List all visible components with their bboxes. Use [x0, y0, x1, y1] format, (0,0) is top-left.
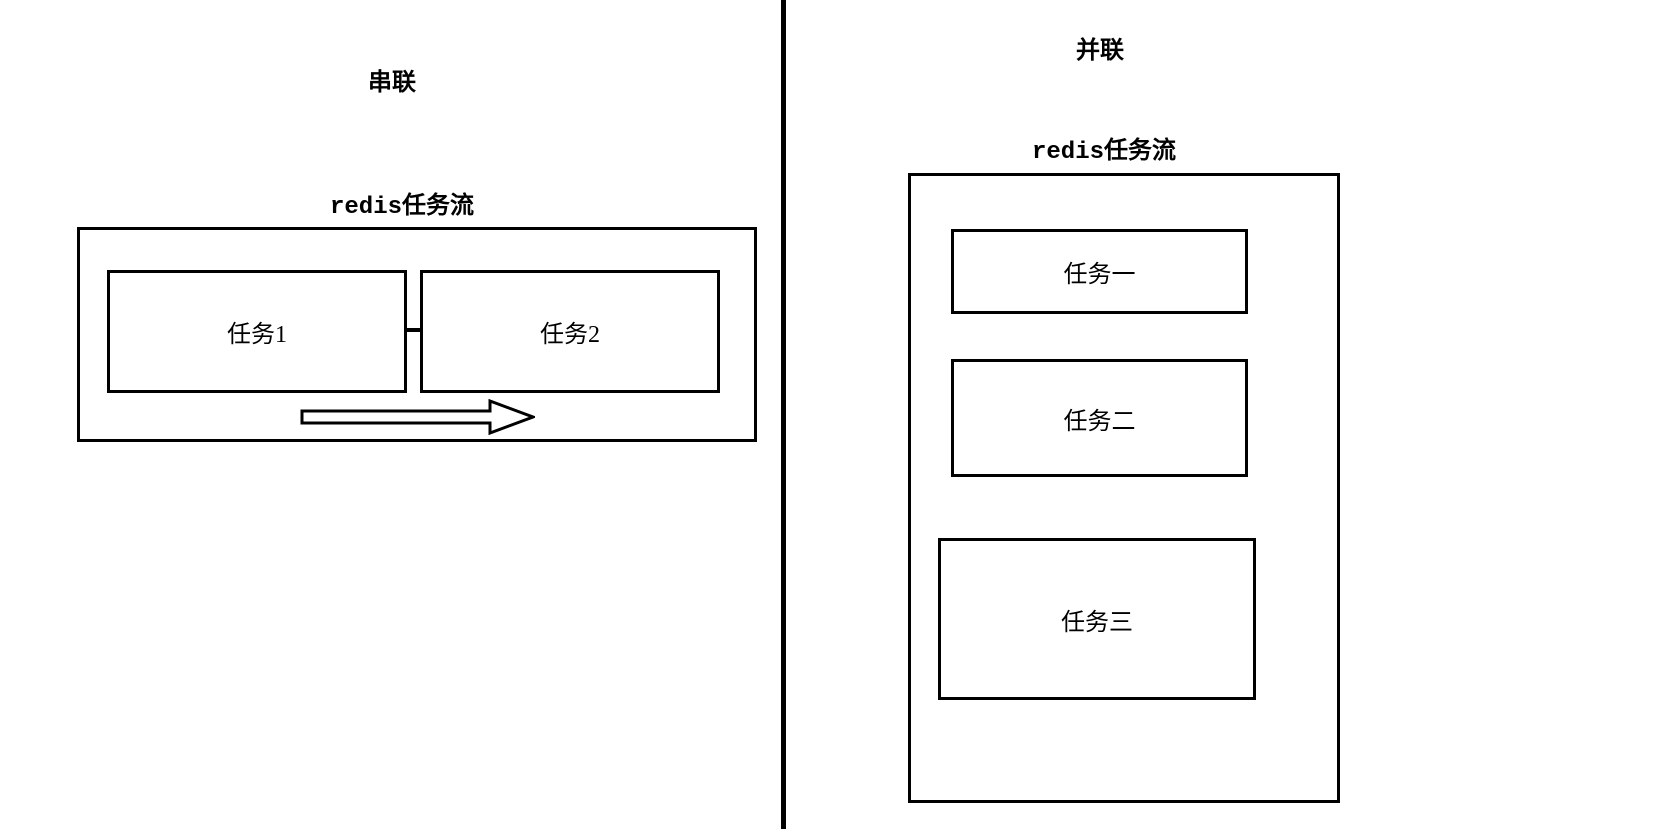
left-subtitle: redis任务流: [330, 185, 474, 221]
right-panel-title: 并联: [1076, 30, 1124, 65]
left-task-2: 任务2: [420, 270, 720, 393]
vertical-divider: [781, 0, 786, 829]
left-task-2-label: 任务2: [540, 314, 600, 349]
right-task-3-label: 任务三: [1061, 602, 1133, 637]
right-task-2-label: 任务二: [1064, 401, 1136, 436]
right-task-1: 任务一: [951, 229, 1248, 314]
left-task-1: 任务1: [107, 270, 407, 393]
right-task-1-label: 任务一: [1064, 254, 1136, 289]
flow-arrow-icon: [300, 399, 535, 435]
right-subtitle: redis任务流: [1032, 130, 1176, 166]
right-task-2: 任务二: [951, 359, 1248, 477]
task-connector: [407, 328, 420, 332]
left-task-1-label: 任务1: [227, 314, 287, 349]
left-panel-title: 串联: [368, 62, 416, 97]
right-task-3: 任务三: [938, 538, 1256, 700]
